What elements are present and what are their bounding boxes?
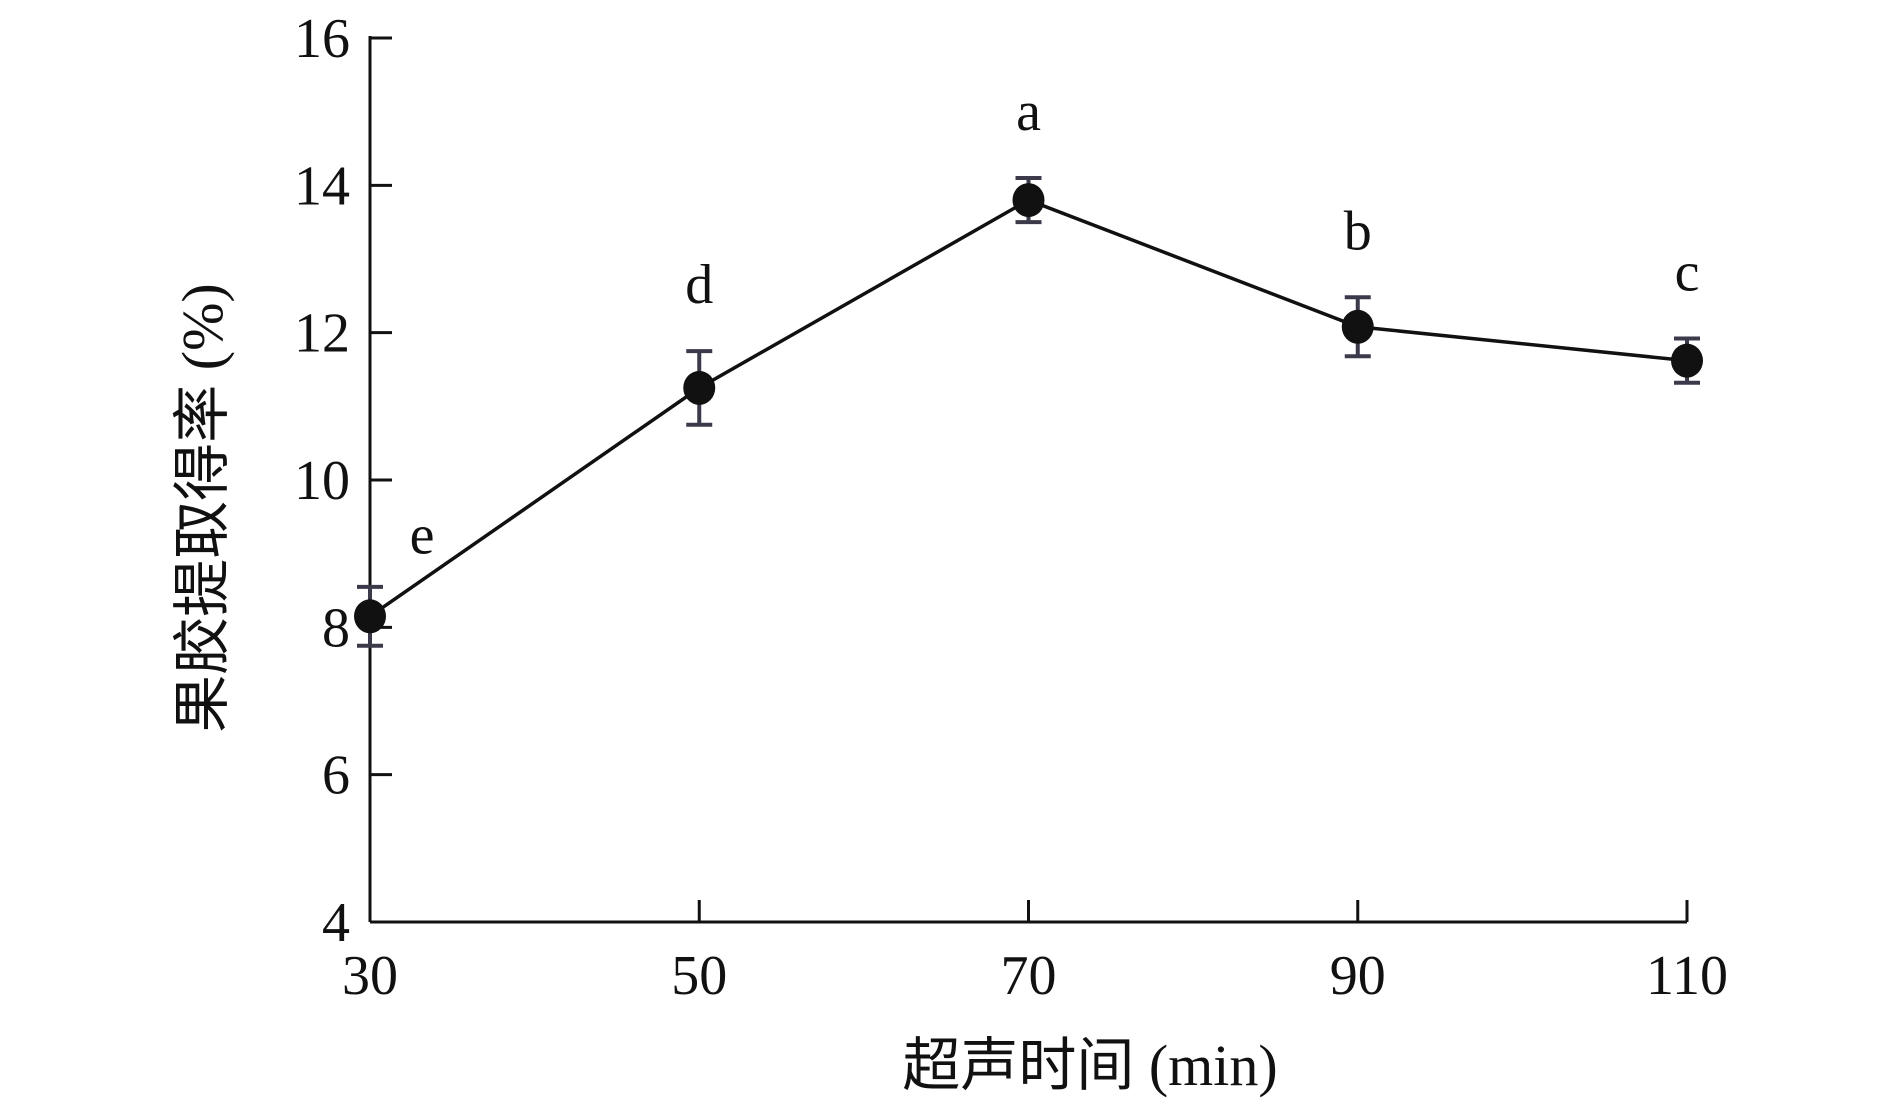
y-tick-label: 10	[294, 450, 350, 512]
error-bars-group	[357, 175, 1700, 648]
data-point	[683, 370, 716, 405]
series-line-group	[369, 198, 1688, 618]
x-tick-label: 110	[1646, 945, 1728, 1007]
significance-label: e	[410, 504, 435, 566]
y-tick-label: 6	[322, 745, 350, 807]
significance-label: d	[685, 254, 713, 316]
series-line	[369, 198, 1688, 618]
significance-label: b	[1344, 200, 1372, 262]
x-tick-label: 90	[1330, 945, 1386, 1007]
y-tick-label: 8	[322, 597, 350, 659]
x-axis-title: 超声时间 (min)	[902, 1033, 1277, 1098]
y-axis-title: 果胶提取得率 (%)	[170, 283, 235, 732]
significance-label: c	[1675, 242, 1700, 304]
y-tick-label: 12	[294, 303, 350, 365]
x-tick-label: 30	[342, 945, 398, 1007]
significance-label: a	[1016, 81, 1041, 143]
y-tick-label: 16	[294, 8, 350, 70]
markers-group	[354, 183, 1703, 634]
data-point	[1671, 343, 1703, 378]
x-tick-label: 70	[1001, 945, 1057, 1007]
y-tick-label: 4	[322, 892, 350, 954]
significance-labels-group: e d a b c	[410, 81, 1700, 566]
data-point	[354, 599, 386, 634]
data-point	[1012, 183, 1045, 218]
data-point	[1341, 309, 1374, 344]
x-tick-label: 50	[671, 945, 727, 1007]
axes: 30 50 70 90 110 4 6 8 10 12 14 16	[294, 8, 1728, 1007]
y-tick-label: 14	[294, 155, 350, 217]
